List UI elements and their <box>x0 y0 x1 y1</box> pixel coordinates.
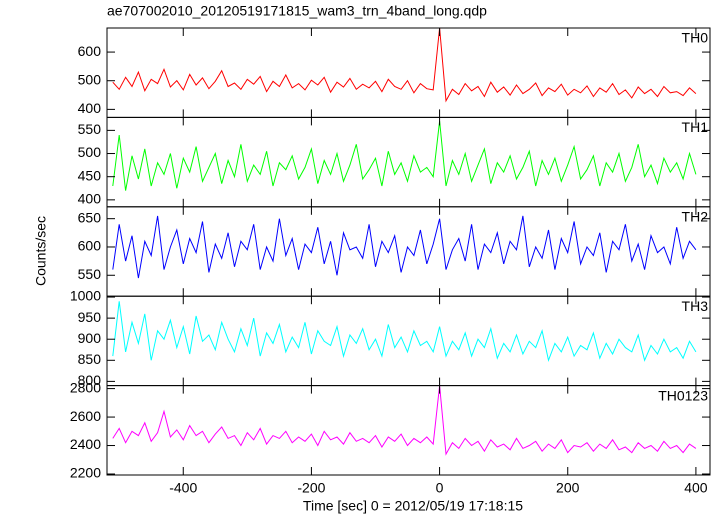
panel-label: TH0 <box>682 30 709 46</box>
panel-label: TH1 <box>682 119 709 135</box>
panel-label: TH3 <box>682 298 709 314</box>
panel-frame <box>106 206 711 297</box>
x-axis-label: Time [sec] 0 = 2012/05/19 17:18:15 <box>303 498 523 514</box>
y-tick-label: 400 <box>78 100 102 116</box>
y-tick-label: 1000 <box>70 288 101 304</box>
x-tick-label: 200 <box>556 480 580 496</box>
y-tick-label: 450 <box>78 167 102 183</box>
y-tick-label: 500 <box>78 71 102 87</box>
y-tick-label: 800 <box>78 372 102 388</box>
panel-label: TH2 <box>682 209 709 225</box>
y-tick-label: 600 <box>78 43 102 59</box>
panel-label: TH0123 <box>658 387 708 403</box>
y-tick-label: 2600 <box>70 408 101 424</box>
data-line <box>112 28 697 103</box>
panel-frame <box>106 116 711 208</box>
panel-frame <box>106 385 711 476</box>
y-axis-label: Counts/sec <box>33 216 49 286</box>
y-tick-label: 400 <box>78 191 102 207</box>
y-tick-label: 550 <box>78 266 102 282</box>
y-tick-label: 850 <box>78 351 102 367</box>
panel-frame <box>106 295 711 387</box>
x-tick-label: 400 <box>684 480 708 496</box>
y-tick-label: 2400 <box>70 436 101 452</box>
chart-title: ae707002010_20120519171815_wam3_trn_4ban… <box>107 3 487 19</box>
panel-frame <box>106 27 711 118</box>
x-tick-label: -200 <box>297 480 325 496</box>
y-tick-label: 550 <box>78 121 102 137</box>
data-line <box>112 385 697 456</box>
y-tick-label: 900 <box>78 330 102 346</box>
x-tick-label: 0 <box>436 480 444 496</box>
y-tick-label: 500 <box>78 144 102 160</box>
y-tick-label: 600 <box>78 238 102 254</box>
y-tick-label: 650 <box>78 209 102 225</box>
data-line <box>112 301 697 363</box>
y-tick-label: 2800 <box>70 379 101 395</box>
x-tick-label: -400 <box>169 480 197 496</box>
data-line <box>112 215 697 279</box>
y-tick-label: 2200 <box>70 465 101 481</box>
data-line <box>112 121 697 191</box>
y-tick-label: 950 <box>78 309 102 325</box>
